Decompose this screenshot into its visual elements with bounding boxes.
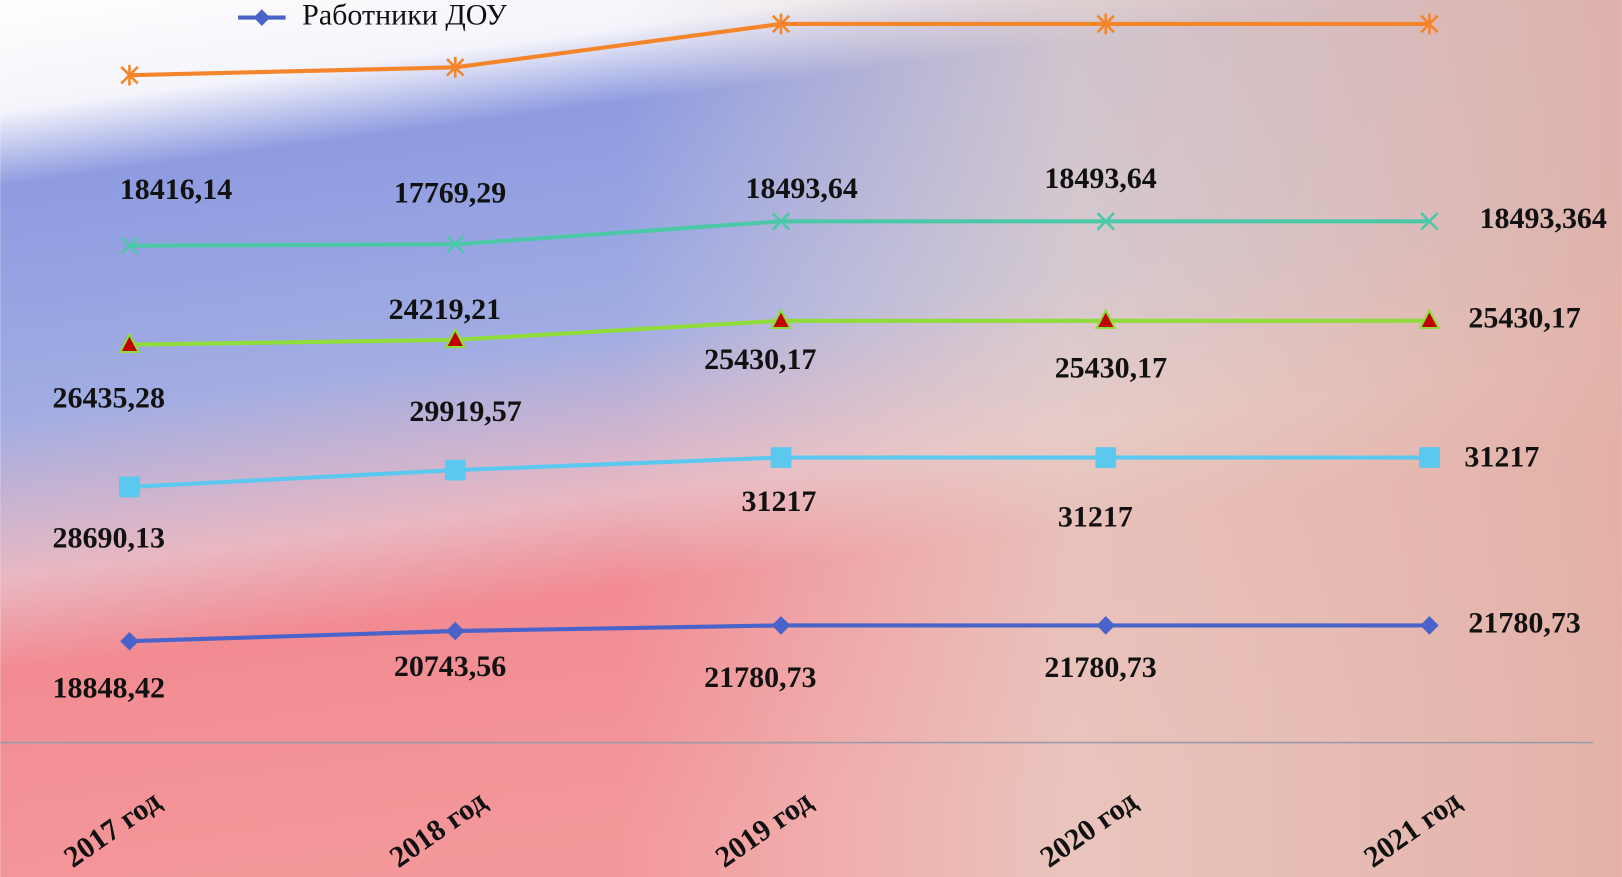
data-label: 18493,64 bbox=[1044, 162, 1156, 195]
data-label: 21780,73 bbox=[1044, 651, 1156, 684]
page: {"chart_data": {"type": "line", "stacked… bbox=[0, 0, 1622, 877]
data-label: 20743,56 bbox=[394, 650, 506, 683]
data-label: 25430,17 bbox=[1468, 302, 1580, 335]
legend-label: Работники ДОУ bbox=[302, 0, 508, 31]
data-label: 18493,64 bbox=[745, 172, 857, 205]
data-label: 18416,14 bbox=[120, 173, 232, 206]
marker bbox=[445, 460, 466, 481]
chart: Работники ДОУ 2017 год2018 год2019 год20… bbox=[0, 0, 1622, 877]
data-label: 17769,29 bbox=[394, 177, 506, 210]
data-label: 21780,73 bbox=[704, 661, 816, 694]
data-label: 28690,13 bbox=[53, 522, 165, 555]
data-label: 18493,364 bbox=[1479, 202, 1606, 235]
data-label: 31217 bbox=[1464, 440, 1539, 473]
marker bbox=[1419, 447, 1440, 468]
marker bbox=[771, 447, 792, 468]
data-label: 18848,42 bbox=[53, 672, 165, 705]
data-label: 25430,17 bbox=[1055, 351, 1167, 384]
background-money bbox=[621, 0, 1622, 877]
data-label: 31217 bbox=[1058, 500, 1133, 533]
marker bbox=[119, 477, 140, 498]
data-label: 26435,28 bbox=[53, 381, 165, 414]
data-label: 24219,21 bbox=[389, 293, 501, 326]
marker bbox=[1095, 447, 1116, 468]
data-label: 25430,17 bbox=[704, 343, 816, 376]
data-label: 21780,73 bbox=[1468, 606, 1580, 639]
data-label: 31217 bbox=[741, 485, 816, 518]
data-label: 29919,57 bbox=[409, 395, 521, 428]
